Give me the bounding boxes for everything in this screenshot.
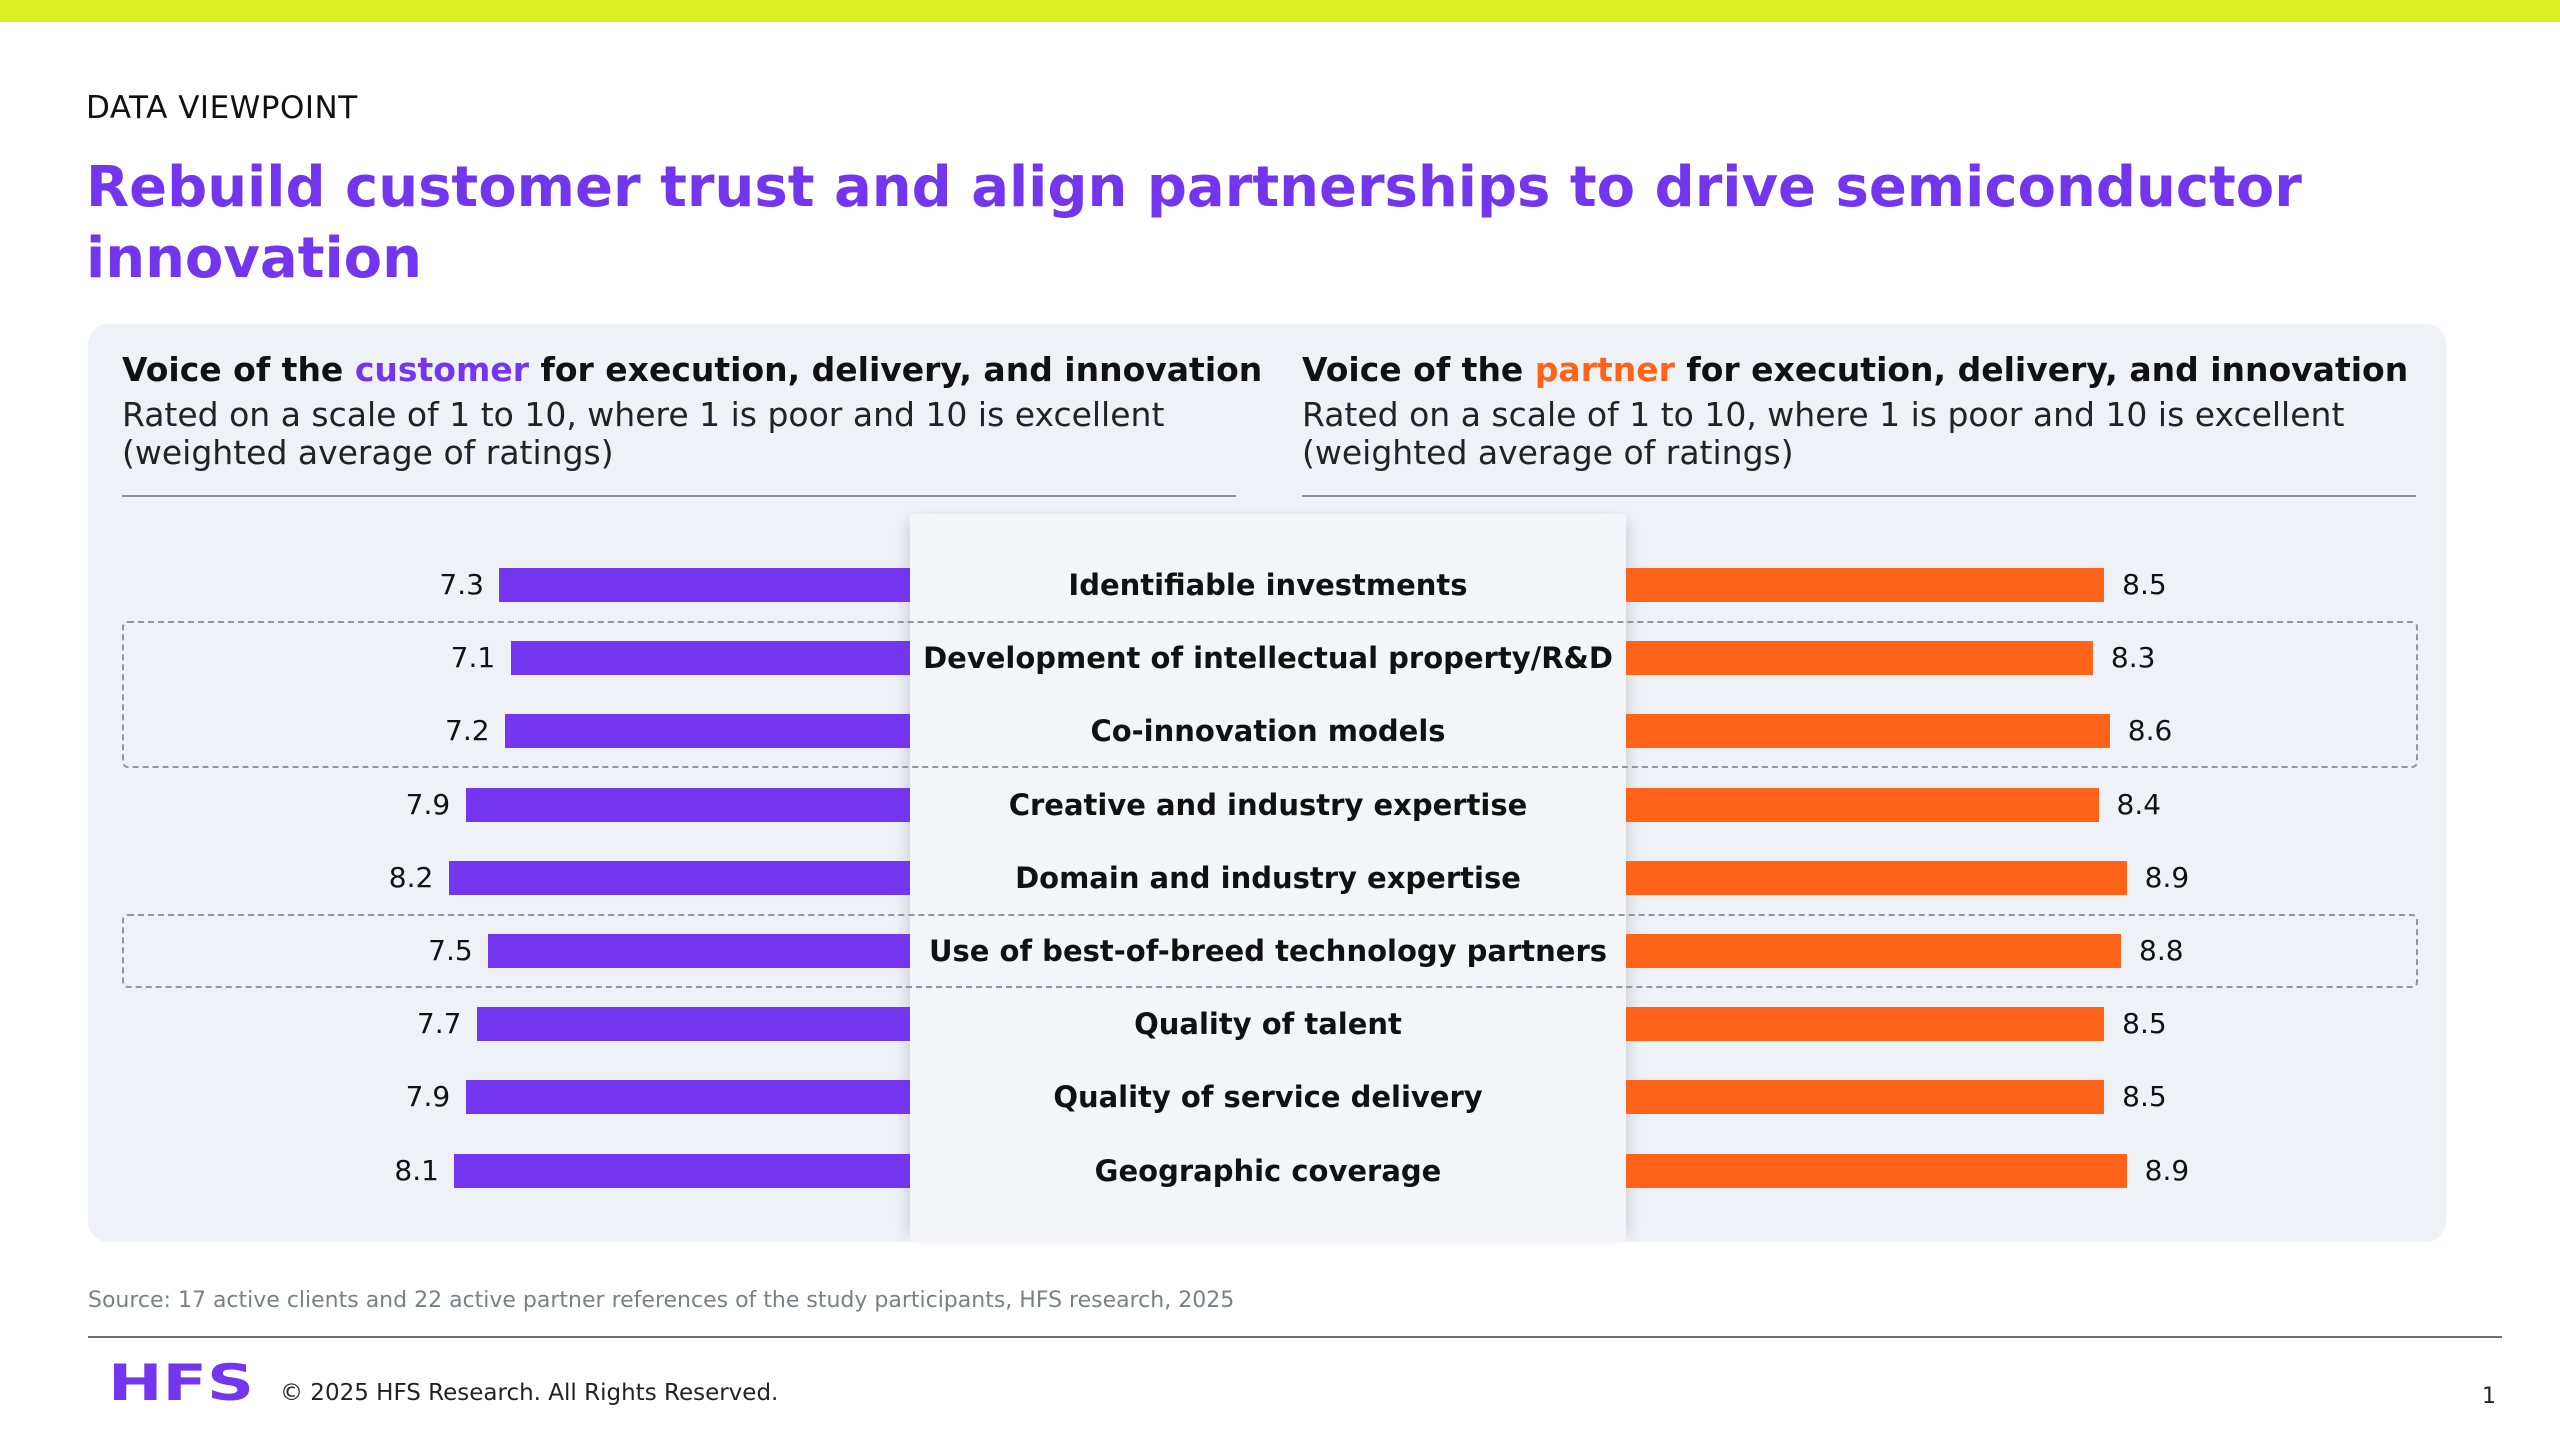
page-title: Rebuild customer trust and align partner… — [86, 155, 2302, 291]
footer-divider — [88, 1336, 2502, 1338]
customer-title-suffix: for execution, delivery, and innovation — [529, 350, 1263, 389]
customer-bar — [454, 1153, 910, 1188]
customer-header-divider — [122, 495, 1236, 497]
customer-bar — [505, 714, 910, 749]
partner-value-label: 8.5 — [2122, 568, 2167, 601]
partner-chart-header: Voice of the partner for execution, deli… — [1302, 348, 2422, 472]
partner-bar — [1626, 860, 2127, 895]
category-label: Domain and industry expertise — [1015, 860, 1521, 895]
partner-bar — [1626, 568, 2105, 602]
category-label: Development of intellectual property/R&D — [923, 641, 1613, 676]
category-label: Co-innovation models — [1090, 714, 1446, 749]
partner-bar — [1626, 1007, 2105, 1042]
copyright: © 2025 HFS Research. All Rights Reserved… — [280, 1380, 779, 1406]
partner-value-label: 8.9 — [2144, 860, 2190, 894]
customer-title-prefix: Voice of the — [122, 350, 355, 389]
highlight-group-box — [122, 914, 2418, 988]
customer-title-highlight: customer — [354, 350, 529, 389]
partner-title-suffix: for execution, delivery, and innovation — [1674, 350, 2409, 389]
partner-title-prefix: Voice of the — [1302, 350, 1535, 389]
top-accent-bar — [0, 0, 2560, 22]
customer-bar — [465, 787, 910, 822]
customer-bar — [488, 934, 910, 968]
category-label: Quality of service delivery — [1053, 1080, 1483, 1115]
customer-value-label: 7.7 — [416, 1007, 462, 1041]
category-label: Creative and industry expertise — [1008, 787, 1528, 822]
partner-value-label: 8.3 — [2110, 641, 2156, 675]
partner-chart-subtitle: Rated on a scale of 1 to 10, where 1 is … — [1302, 395, 2345, 472]
customer-value-label: 7.9 — [405, 787, 451, 821]
category-label: Use of best-of-breed technology partners — [928, 934, 1608, 968]
page-number: 1 — [2482, 1384, 2496, 1409]
partner-bar — [1626, 714, 2110, 749]
customer-bar — [448, 860, 910, 895]
customer-value-label: 7.9 — [405, 1080, 451, 1114]
customer-chart-header: Voice of the customer for execution, del… — [122, 348, 1262, 472]
customer-value-label: 7.2 — [445, 714, 490, 748]
partner-value-label: 8.9 — [2144, 1153, 2190, 1187]
partner-bar — [1626, 1153, 2127, 1188]
hfs-logo: HFS — [108, 1360, 254, 1406]
partner-value-label: 8.4 — [2116, 787, 2162, 821]
partner-bar — [1626, 787, 2099, 822]
partner-bar — [1626, 1080, 2105, 1115]
partner-value-label: 8.8 — [2139, 934, 2184, 967]
partner-value-label: 8.5 — [2122, 1080, 2167, 1114]
partner-title-highlight: partner — [1534, 350, 1675, 389]
category-label: Identifiable investments — [1068, 568, 1468, 602]
source-note: Source: 17 active clients and 22 active … — [88, 1288, 1235, 1313]
category-label: Geographic coverage — [1094, 1153, 1442, 1188]
hfs-logo-text: HFS — [108, 1360, 254, 1406]
partner-chart-title: Voice of the partner for execution, deli… — [1302, 348, 2422, 392]
category-label-band — [910, 514, 1626, 1242]
partner-bar — [1626, 934, 2121, 968]
customer-value-label: 8.1 — [394, 1153, 439, 1187]
partner-value-label: 8.5 — [2122, 1007, 2167, 1041]
partner-header-divider — [1302, 495, 2416, 497]
customer-bar — [465, 1080, 910, 1115]
category-label: Quality of talent — [1134, 1007, 1402, 1042]
customer-bar — [476, 1007, 910, 1042]
customer-chart-title: Voice of the customer for execution, del… — [122, 348, 1262, 392]
customer-value-label: 7.1 — [450, 641, 496, 675]
customer-bar — [499, 568, 910, 602]
partner-bar — [1626, 641, 2093, 676]
customer-value-label: 7.5 — [428, 934, 473, 967]
customer-value-label: 7.3 — [439, 568, 484, 601]
customer-chart-subtitle: Rated on a scale of 1 to 10, where 1 is … — [122, 395, 1165, 472]
customer-bar — [510, 641, 910, 676]
kicker: DATA VIEWPOINT — [86, 90, 358, 126]
highlight-group-box — [122, 621, 2418, 769]
partner-value-label: 8.6 — [2127, 714, 2173, 748]
customer-value-label: 8.2 — [388, 860, 434, 894]
